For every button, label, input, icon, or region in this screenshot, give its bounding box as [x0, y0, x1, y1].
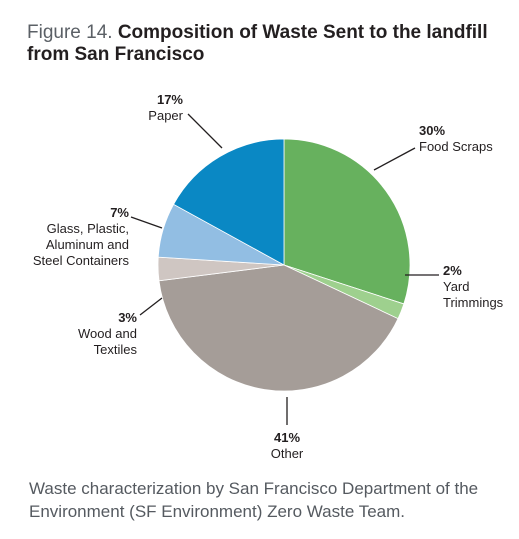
- slice-label-yard-trimmings: 2% Yard Trimmings: [443, 263, 504, 310]
- pie-slice-food-scraps: [283, 138, 411, 305]
- slice-label-other: 41% Other: [271, 430, 304, 461]
- slice-name-glass-plastic-aluminum-steel: Steel Containers: [33, 253, 130, 268]
- slice-percent-paper: 17%: [157, 92, 183, 107]
- slice-name-yard-trimmings: Yard: [443, 279, 470, 294]
- slice-percent-wood-and-textiles: 3%: [118, 310, 137, 325]
- figure-title: Figure 14. Composition of Waste Sent to …: [27, 22, 497, 66]
- leader-line-paper: [187, 113, 223, 149]
- slice-name-yard-trimmings: Trimmings: [443, 295, 504, 310]
- slice-name-paper: Paper: [148, 108, 183, 123]
- leader-line-wood-and-textiles: [139, 297, 163, 316]
- pie-slice-other: [158, 264, 399, 392]
- figure-number: Figure 14.: [27, 22, 113, 43]
- pie-chart: 30% Food Scraps 2% Yard Trimmings 41% Other 3% W…: [33, 92, 504, 461]
- slice-label-food-scraps: 30% Food Scraps: [419, 123, 493, 154]
- slice-name-other: Other: [271, 446, 304, 461]
- pie-slice-paper: [173, 138, 285, 266]
- slice-name-glass-plastic-aluminum-steel: Aluminum and: [46, 237, 129, 252]
- leader-lines: [130, 113, 439, 425]
- leader-line-food-scraps: [373, 147, 416, 171]
- slice-percent-glass-plastic-aluminum-steel: 7%: [110, 205, 129, 220]
- slice-label-paper: 17% Paper: [148, 92, 183, 123]
- slice-percent-yard-trimmings: 2%: [443, 263, 462, 278]
- slice-percent-other: 41%: [274, 430, 300, 445]
- slice-percent-food-scraps: 30%: [419, 123, 445, 138]
- slice-label-wood-and-textiles: 3% Wood and Textiles: [78, 310, 138, 357]
- slice-label-glass-plastic-aluminum-steel: 7% Glass, Plastic, Aluminum and Steel Conta…: [33, 205, 130, 268]
- slice-name-food-scraps: Food Scraps: [419, 139, 493, 154]
- slice-name-glass-plastic-aluminum-steel: Glass, Plastic,: [47, 221, 129, 236]
- slice-labels: 30% Food Scraps 2% Yard Trimmings 41% Other 3% W…: [33, 92, 504, 461]
- slice-name-wood-and-textiles: Textiles: [94, 342, 138, 357]
- leader-line-glass-plastic-aluminum-steel: [130, 216, 163, 229]
- figure-caption: Waste characterization by San Francisco …: [29, 479, 479, 521]
- pie-slices: [157, 138, 411, 392]
- figure-title-text: Composition of Waste Sent to the landfil…: [27, 22, 488, 65]
- slice-name-wood-and-textiles: Wood and: [78, 326, 137, 341]
